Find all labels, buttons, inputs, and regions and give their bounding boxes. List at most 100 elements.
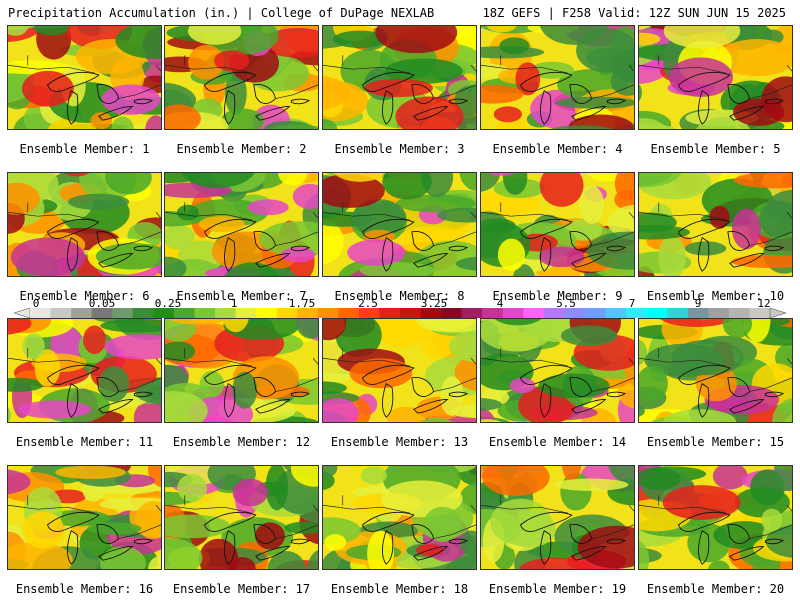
precip-blob <box>639 173 682 188</box>
lake-outline <box>67 530 79 565</box>
lake-outline <box>46 512 100 532</box>
precip-blob <box>165 391 208 422</box>
precip-blob <box>68 193 130 210</box>
ensemble-map-11 <box>7 318 162 423</box>
lake-outline <box>413 105 449 121</box>
panel-label: Ensemble Member: 14 <box>488 435 627 449</box>
panel-label: Ensemble Member: 9 <box>492 289 623 303</box>
precip-blob <box>8 542 73 569</box>
precip-blob <box>375 26 458 54</box>
lake-outline <box>571 545 607 561</box>
precip-blob <box>100 319 161 333</box>
lake-outline <box>203 365 257 385</box>
precip-blob <box>324 534 347 551</box>
precip-blob <box>553 478 629 491</box>
precip-blob <box>481 173 501 192</box>
colorbar-tick-label: 0.25 <box>154 297 182 310</box>
lake-outline <box>677 512 731 532</box>
lake-outline <box>67 383 79 418</box>
precip-blob <box>105 173 152 195</box>
panel-label: Ensemble Member: 1 <box>19 142 150 156</box>
colorbar-swatch <box>71 308 92 318</box>
colorbar-swatch <box>687 308 709 318</box>
colorbar-tick-label: 1 <box>230 297 238 310</box>
panel-label: Ensemble Member: 4 <box>492 142 623 156</box>
precip-blob <box>639 84 642 102</box>
colorbar-swatch <box>605 308 627 318</box>
lake-outline <box>253 377 277 397</box>
precip-blob <box>167 319 229 325</box>
lake-outline <box>519 72 573 92</box>
precip-blob <box>395 96 464 129</box>
colorbar-swatch <box>646 308 668 318</box>
border-outline <box>8 55 161 99</box>
lake-outline <box>255 105 291 121</box>
precip-blob <box>662 485 741 520</box>
precip-blob <box>323 219 344 264</box>
precip-blob <box>323 381 347 395</box>
lake-outline <box>729 105 765 121</box>
precip-blob <box>323 398 359 422</box>
precip-blob <box>145 115 161 129</box>
ensemble-map-16 <box>7 465 162 570</box>
precip-blob <box>8 407 11 422</box>
lake-outline <box>361 512 415 532</box>
precip-blob <box>550 125 613 129</box>
precip-blob <box>722 319 753 339</box>
precip-blob <box>367 530 394 569</box>
colorbar-swatch <box>667 308 689 318</box>
lake-outline <box>698 90 710 125</box>
ensemble-map-8 <box>322 172 477 277</box>
lake-outline <box>606 245 627 252</box>
lake-outline <box>224 383 236 418</box>
precip-blob <box>111 116 134 129</box>
lake-outline <box>382 383 394 418</box>
lake-outline <box>519 219 573 239</box>
precip-blob <box>278 173 308 186</box>
precip-blob <box>459 173 476 191</box>
panel-label: Ensemble Member: 11 <box>15 435 154 449</box>
panel-label: Ensemble Member: 6 <box>19 289 150 303</box>
precip-blob <box>267 550 307 569</box>
border-outline <box>481 55 634 99</box>
precip-blob <box>579 185 605 224</box>
precip-blob <box>698 466 715 468</box>
precip-blob <box>351 199 407 237</box>
precip-blob <box>644 343 724 377</box>
precip-blob <box>188 26 242 45</box>
precip-blob <box>22 511 65 549</box>
precip-blob <box>639 467 681 490</box>
border-outline <box>323 55 476 99</box>
lake-outline <box>96 231 120 251</box>
lake-outline <box>569 84 593 104</box>
precip-blob <box>284 521 318 534</box>
colorbar-swatch <box>400 308 421 318</box>
border-outline <box>165 495 318 539</box>
precip-blob <box>8 60 71 75</box>
ensemble-map-4 <box>480 25 635 130</box>
precip-blob <box>100 546 146 569</box>
lake-outline <box>677 72 731 92</box>
precip-blob <box>290 466 318 487</box>
lake-outline <box>698 530 710 565</box>
ensemble-map-18 <box>322 465 477 570</box>
colorbar-swatch <box>317 308 339 318</box>
colorbar-swatch <box>441 308 462 318</box>
border-outline <box>639 202 792 246</box>
precip-blob <box>222 319 249 333</box>
precip-blob <box>493 106 522 123</box>
lake-outline <box>698 383 710 418</box>
precip-blob <box>198 538 239 569</box>
border-outline <box>481 202 634 246</box>
precip-blob <box>115 26 161 60</box>
colorbar-swatch <box>50 308 72 318</box>
colorbar-tick-label: 1.75 <box>288 297 316 310</box>
lake-outline <box>519 512 573 532</box>
ensemble-map-14 <box>480 318 635 423</box>
lake-outline <box>253 231 277 251</box>
lake-outline <box>255 545 291 561</box>
precip-blob <box>165 319 196 342</box>
precip-blob <box>188 44 225 80</box>
ensemble-map-19 <box>480 465 635 570</box>
precip-blob <box>49 466 60 467</box>
